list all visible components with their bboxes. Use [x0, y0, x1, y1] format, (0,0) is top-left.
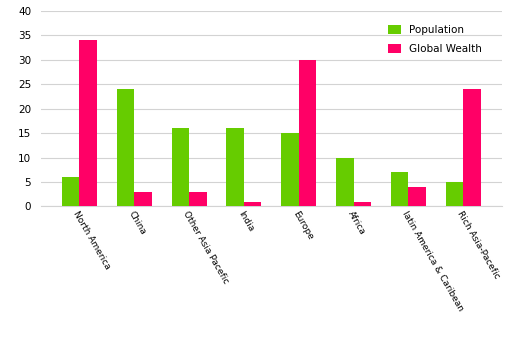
Bar [117, 89, 134, 206]
Bar [172, 128, 189, 206]
Bar [446, 182, 463, 206]
Bar [189, 192, 207, 206]
Bar [62, 177, 79, 206]
Bar [134, 192, 152, 206]
Bar [79, 40, 97, 206]
Bar [463, 89, 481, 206]
Bar [354, 201, 371, 206]
Bar [281, 133, 299, 206]
Bar [336, 158, 354, 206]
Bar [244, 201, 262, 206]
Bar [391, 172, 409, 206]
Legend: Population, Global Wealth: Population, Global Wealth [383, 20, 487, 59]
Bar [226, 128, 244, 206]
Bar [299, 59, 316, 206]
Bar [409, 187, 426, 206]
